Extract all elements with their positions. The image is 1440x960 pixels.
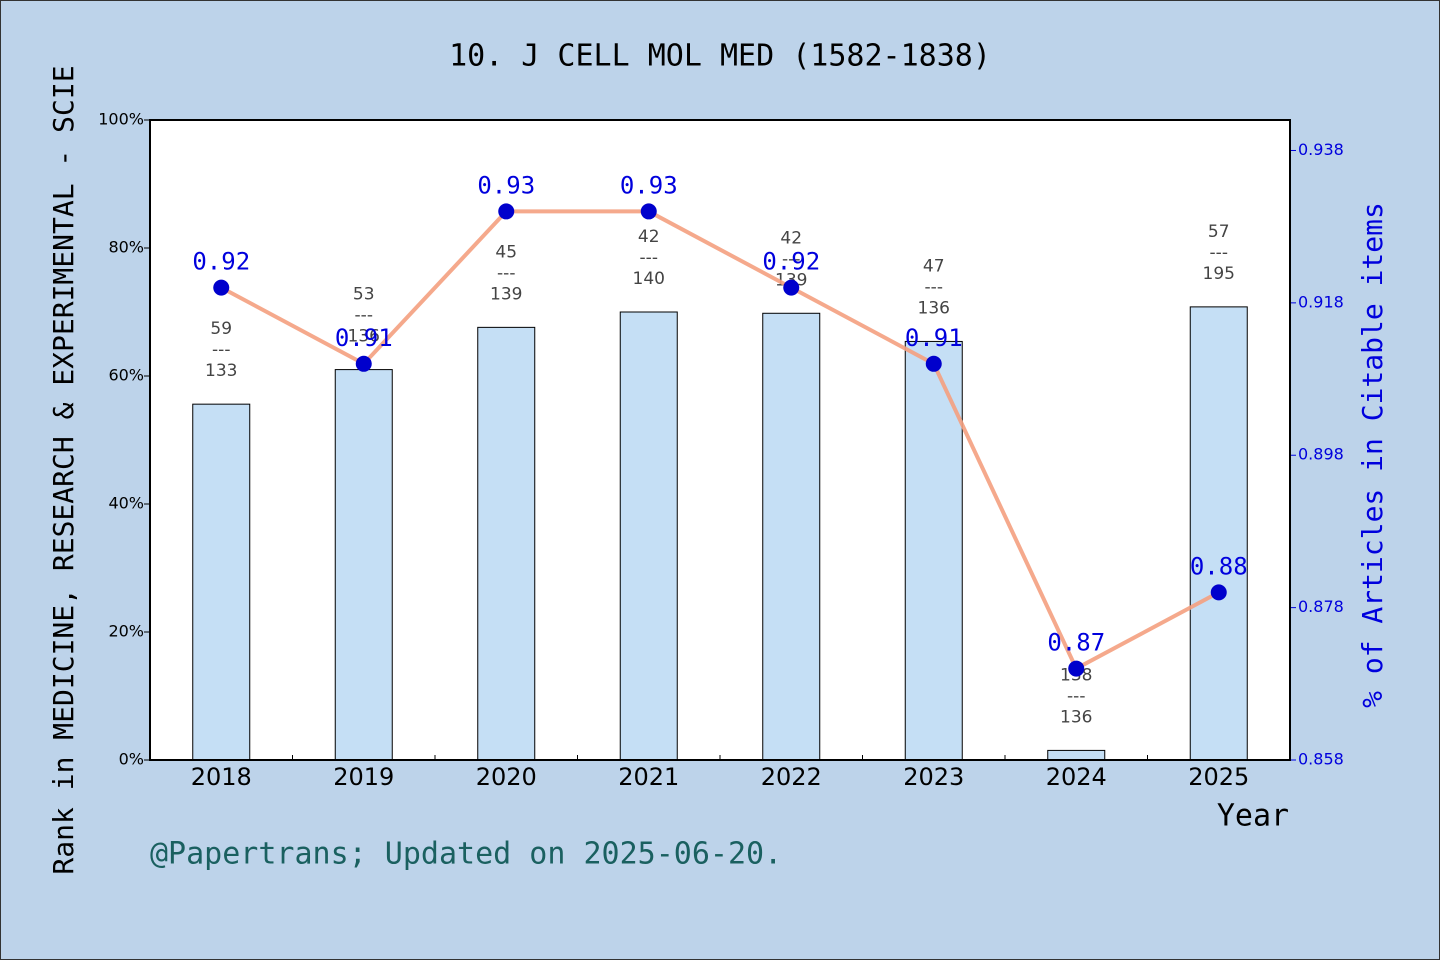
line-value-label: 0.91 <box>905 324 963 352</box>
plot-frame <box>149 119 1291 761</box>
y-axis-title: Rank in MEDICINE, RESEARCH & EXPERIMENTA… <box>47 65 80 874</box>
bar <box>762 312 821 761</box>
rank-label: 42 <box>638 227 660 247</box>
y-tick-label: 40% <box>108 494 144 513</box>
total-label: 195 <box>1203 264 1235 284</box>
rank-label: 42 <box>780 228 802 248</box>
x-tick-label: 2022 <box>761 763 822 791</box>
line-marker <box>498 203 515 220</box>
rank-separator: --- <box>212 340 230 360</box>
y2-tick-label: 0.878 <box>1298 597 1344 616</box>
x-tick-label: 2020 <box>476 763 537 791</box>
total-label: 136 <box>918 298 950 318</box>
x-tick-label: 2023 <box>903 763 964 791</box>
rank-separator: --- <box>1210 243 1228 263</box>
line-value-label: 0.87 <box>1047 629 1105 657</box>
rank-separator: --- <box>782 249 800 269</box>
line-value-label: 0.92 <box>762 248 820 276</box>
bar <box>619 311 678 761</box>
rank-separator: --- <box>1067 686 1085 706</box>
line-value-label: 0.93 <box>620 171 678 199</box>
bar <box>1047 749 1106 761</box>
y2-tick-label: 0.918 <box>1298 292 1344 311</box>
y-tick-label: 80% <box>108 238 144 257</box>
y-tick-label: 20% <box>108 622 144 641</box>
line-marker <box>213 279 230 296</box>
line-marker <box>355 355 372 372</box>
line-value-label: 0.91 <box>335 324 393 352</box>
chart-title: 10. J CELL MOL MED (1582-1838) <box>449 39 991 74</box>
line-value-label: 0.88 <box>1190 552 1248 580</box>
x-axis-title: Year <box>1217 799 1289 834</box>
rank-separator: --- <box>497 263 515 283</box>
x-tick-label: 2019 <box>333 763 394 791</box>
bar <box>904 340 963 761</box>
line-marker <box>1068 660 1085 677</box>
footnote: @Papertrans; Updated on 2025-06-20. <box>150 837 782 872</box>
rank-separator: --- <box>355 306 373 326</box>
x-tick-label: 2021 <box>618 763 679 791</box>
line-value-label: 0.92 <box>192 248 250 276</box>
y-tick-label: 60% <box>108 366 144 385</box>
line-marker <box>640 203 657 220</box>
line-value-label: 0.93 <box>477 171 535 199</box>
bar <box>1189 306 1248 761</box>
rank-separator: --- <box>925 277 943 297</box>
total-label: 136 <box>1060 707 1092 727</box>
rank-label: 45 <box>495 242 517 262</box>
line-marker <box>1210 584 1227 601</box>
y2-tick-label: 0.858 <box>1298 750 1344 769</box>
y2-axis-title: % of Articles in Citable items <box>1356 202 1389 708</box>
rank-label: 53 <box>353 285 375 305</box>
line-marker <box>925 355 942 372</box>
x-tick-label: 2025 <box>1188 763 1249 791</box>
rank-label: 47 <box>923 256 945 276</box>
x-tick-label: 2024 <box>1046 763 1107 791</box>
total-label: 136 <box>348 327 380 347</box>
y2-tick-label: 0.938 <box>1298 140 1344 159</box>
bar <box>477 326 536 761</box>
rank-label: 59 <box>210 319 232 339</box>
rank-separator: --- <box>640 248 658 268</box>
line <box>220 209 1220 672</box>
y-tick-label: 0% <box>119 750 144 769</box>
total-label: 140 <box>633 269 665 289</box>
bar <box>192 403 251 761</box>
y-tick-label: 100% <box>98 110 144 129</box>
total-label: 139 <box>490 284 522 304</box>
y2-tick-label: 0.898 <box>1298 445 1344 464</box>
rank-label: 57 <box>1208 222 1230 242</box>
plot-area <box>150 120 1290 760</box>
line-marker <box>783 279 800 296</box>
x-tick-label: 2018 <box>191 763 252 791</box>
total-label: 133 <box>205 361 237 381</box>
bar <box>334 369 393 761</box>
